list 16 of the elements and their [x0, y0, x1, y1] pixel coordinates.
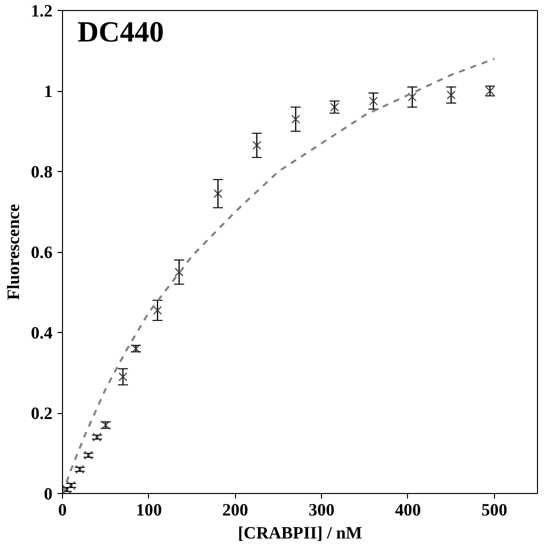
x-tick-label: 500 [481, 500, 508, 520]
y-tick-label: 0.6 [30, 243, 53, 262]
y-tick-label: 0.8 [30, 162, 53, 182]
x-tick-label: 100 [136, 500, 162, 520]
y-tick-label: 1 [44, 82, 53, 101]
x-tick-label: 200 [222, 500, 248, 520]
x-tick-label: 300 [308, 500, 335, 520]
y-axis-title: Fluorescence [4, 204, 23, 300]
x-axis-title: [CRABPII] / nM [238, 524, 362, 542]
x-tick-label: 400 [394, 500, 421, 520]
y-tick-label: 0.2 [30, 404, 53, 423]
chart-title: DC440 [78, 16, 164, 48]
y-tick-label: 1.2 [30, 2, 53, 20]
y-tick-label: 0 [44, 484, 53, 504]
x-tick-label: 0 [58, 500, 67, 520]
y-tick-label: 0.4 [30, 324, 53, 342]
